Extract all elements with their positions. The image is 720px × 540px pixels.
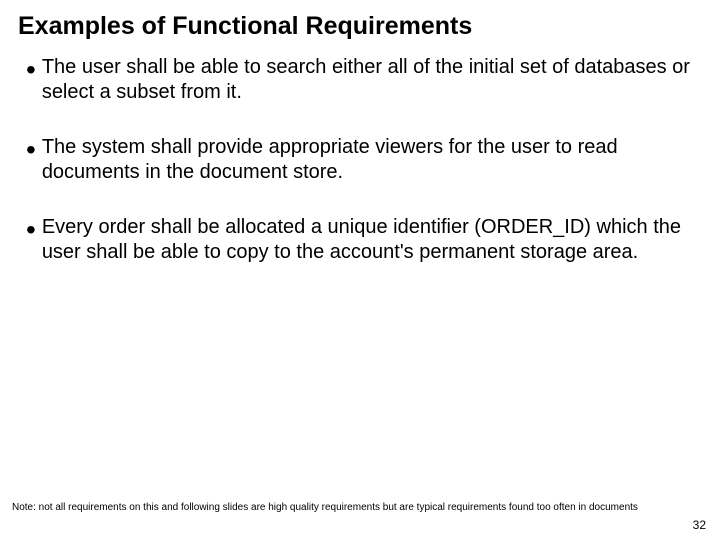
slide-title: Examples of Functional Requirements xyxy=(18,12,702,41)
list-item: • The system shall provide appropriate v… xyxy=(26,135,702,185)
bullet-list: • The user shall be able to search eithe… xyxy=(18,55,702,265)
bullet-text: Every order shall be allocated a unique … xyxy=(42,215,702,265)
list-item: • Every order shall be allocated a uniqu… xyxy=(26,215,702,265)
bullet-icon: • xyxy=(26,137,36,185)
slide: Examples of Functional Requirements • Th… xyxy=(0,0,720,540)
page-number: 32 xyxy=(693,518,706,532)
bullet-icon: • xyxy=(26,57,36,105)
bullet-text: The user shall be able to search either … xyxy=(42,55,702,105)
footnote: Note: not all requirements on this and f… xyxy=(12,502,708,514)
bullet-icon: • xyxy=(26,217,36,265)
bullet-text: The system shall provide appropriate vie… xyxy=(42,135,702,185)
list-item: • The user shall be able to search eithe… xyxy=(26,55,702,105)
